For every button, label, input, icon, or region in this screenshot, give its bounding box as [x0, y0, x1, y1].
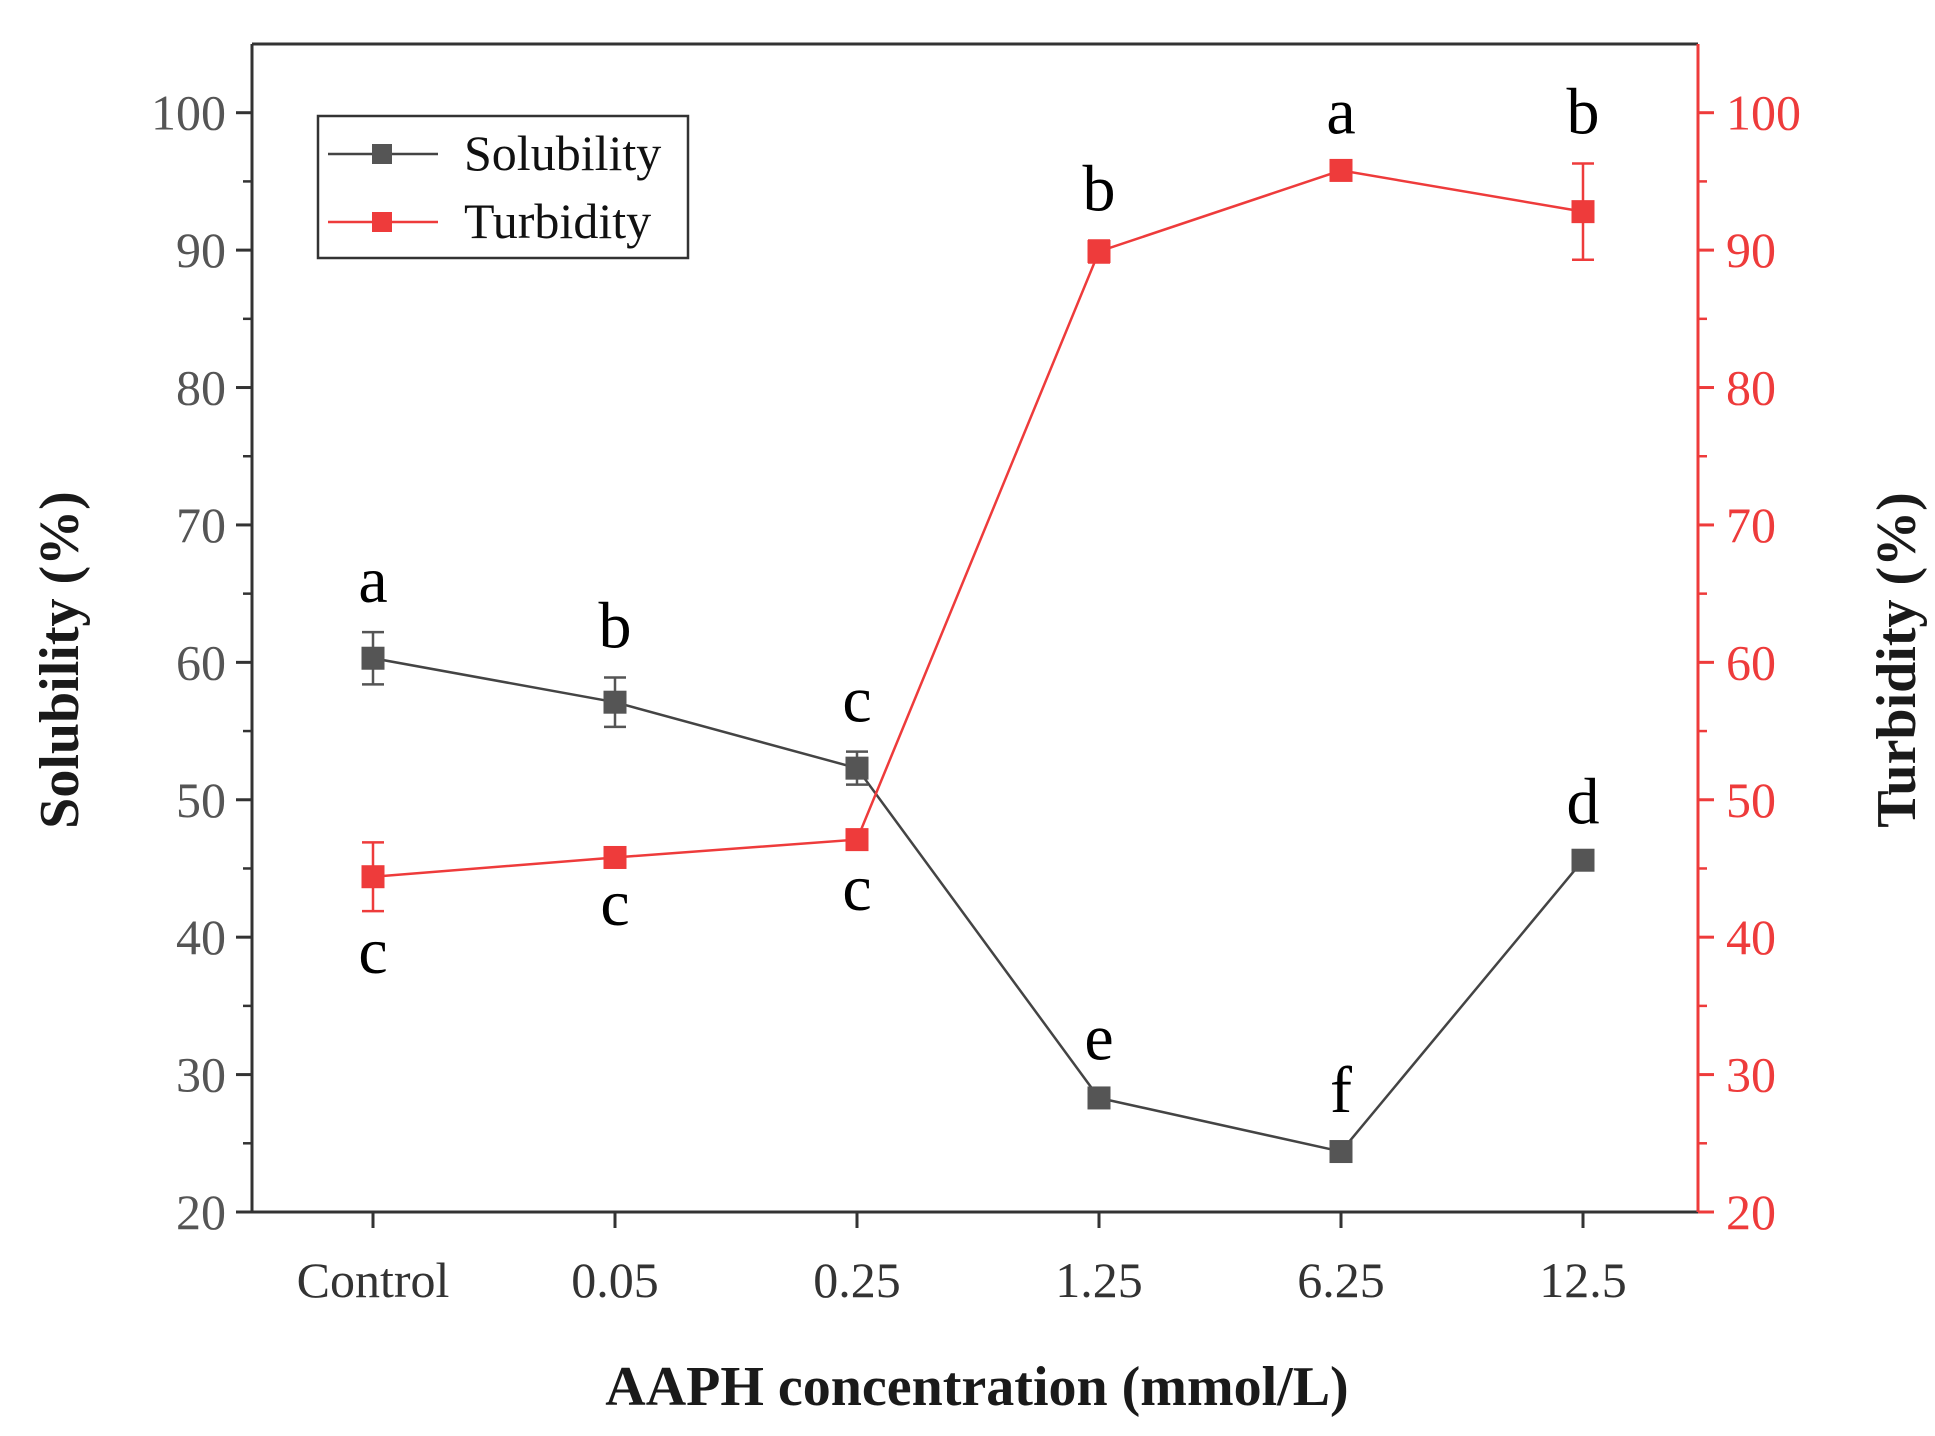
right-tick-label: 70 — [1726, 497, 1776, 553]
turbidity-line — [372, 169, 1584, 878]
significance-letter: b — [1083, 152, 1116, 225]
significance-letter: e — [1084, 1002, 1113, 1075]
x-tick-label: 0.05 — [571, 1252, 659, 1308]
significance-letter: b — [599, 589, 632, 662]
right-tick-label: 80 — [1726, 360, 1776, 416]
right-tick-label: 60 — [1726, 634, 1776, 690]
left-tick-label: 80 — [176, 360, 226, 416]
series-solubility — [361, 630, 1595, 1164]
plot-frame — [252, 42, 1698, 1214]
solubility-point — [603, 690, 627, 714]
turbidity-point — [1329, 158, 1353, 182]
significance-letter: c — [358, 915, 387, 988]
turbidity-point — [361, 865, 385, 889]
right-tick-label: 20 — [1726, 1184, 1776, 1240]
significance-letter: a — [358, 544, 387, 617]
right-tick-label: 100 — [1726, 85, 1801, 141]
turbidity-point — [845, 828, 869, 852]
left-tick-label: 40 — [176, 909, 226, 965]
left-tick-label: 50 — [176, 772, 226, 828]
legend-label-solubility: Solubility — [464, 125, 661, 181]
legend-box — [316, 114, 690, 260]
right-tick-label: 30 — [1726, 1047, 1776, 1103]
right-tick-label: 90 — [1726, 222, 1776, 278]
x-tick-label: Control — [297, 1252, 450, 1308]
x-axis-title: AAPH concentration (mmol/L) — [605, 1356, 1348, 1418]
solubility-point — [1329, 1140, 1353, 1164]
significance-letter: b — [1567, 76, 1600, 149]
x-tick-label: 6.25 — [1297, 1252, 1385, 1308]
legend-marker-solubility — [372, 144, 392, 164]
left-tick-label: 100 — [151, 85, 226, 141]
turbidity-point — [1087, 239, 1111, 263]
left-tick-label: 70 — [176, 497, 226, 553]
significance-letter: c — [842, 852, 871, 925]
right-y-axis: 20 30 40 50 60 70 80 90 100 — [1696, 44, 1801, 1240]
solubility-point — [361, 646, 385, 670]
solubility-line — [372, 657, 1584, 1153]
x-axis: Control 0.05 0.25 1.25 6.25 12.5 — [297, 1212, 1627, 1308]
x-tick-label: 0.25 — [813, 1252, 901, 1308]
turbidity-point — [1571, 200, 1595, 224]
legend-label-turbidity: Turbidity — [464, 193, 651, 249]
x-tick-label: 12.5 — [1539, 1252, 1627, 1308]
right-tick-label: 50 — [1726, 772, 1776, 828]
x-tick-label: 1.25 — [1055, 1252, 1143, 1308]
solubility-point — [1571, 848, 1595, 872]
significance-letter: d — [1567, 765, 1600, 838]
significance-letter: f — [1330, 1054, 1352, 1127]
significance-letter: c — [600, 867, 629, 940]
left-tick-label: 20 — [176, 1184, 226, 1240]
significance-letters: a b c e f d c c c b a b — [358, 76, 1599, 1127]
series-turbidity — [361, 158, 1595, 913]
left-y-axis-title: Solubility (%) — [29, 491, 91, 829]
left-y-axis: 20 30 40 50 60 70 80 90 100 — [151, 44, 254, 1240]
series-layer — [361, 158, 1595, 1164]
legend-marker-turbidity — [372, 212, 392, 232]
right-y-axis-title: Turbidity (%) — [1866, 492, 1928, 828]
solubility-point — [845, 756, 869, 780]
significance-letter: a — [1326, 76, 1355, 149]
solubility-point — [1087, 1086, 1111, 1110]
right-tick-label: 40 — [1726, 909, 1776, 965]
legend: Solubility Turbidity — [316, 114, 690, 260]
left-tick-label: 60 — [176, 634, 226, 690]
turbidity-point — [603, 845, 627, 869]
significance-letter: c — [842, 664, 871, 737]
left-tick-label: 90 — [176, 222, 226, 278]
left-tick-label: 30 — [176, 1047, 226, 1103]
